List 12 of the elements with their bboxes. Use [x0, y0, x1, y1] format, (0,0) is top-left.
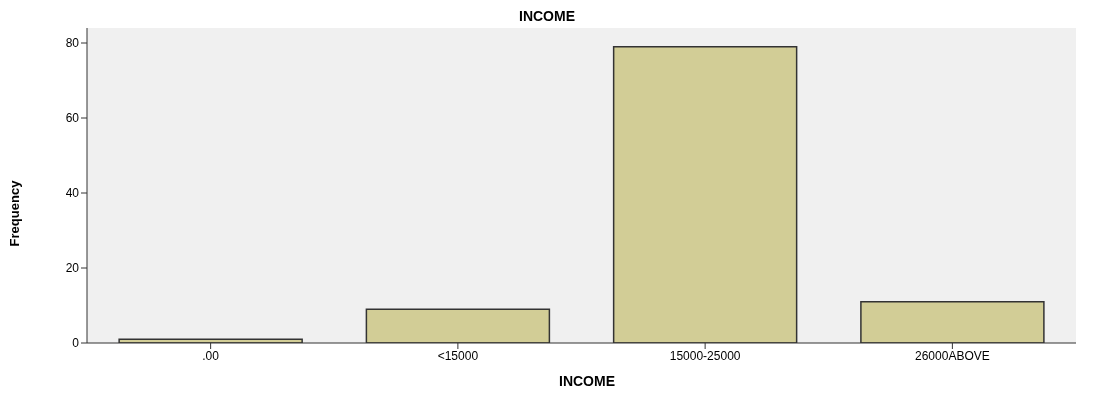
y-tick-label: 20	[65, 261, 80, 276]
y-tick-label: 80	[65, 36, 80, 51]
x-tick-label: 15000-25000	[669, 348, 741, 363]
x-tick-label: <15000	[437, 348, 479, 363]
x-axis-title: INCOME	[558, 373, 616, 389]
chart-title: INCOME	[518, 8, 576, 24]
x-tick-label: 26000ABOVE	[915, 348, 990, 363]
y-axis-title: Frequency	[7, 180, 23, 246]
y-tick-label: 60	[65, 111, 80, 126]
y-tick-label: 0	[72, 336, 80, 351]
y-tick-label: 40	[65, 186, 80, 201]
x-tick-label: .00	[202, 348, 220, 363]
